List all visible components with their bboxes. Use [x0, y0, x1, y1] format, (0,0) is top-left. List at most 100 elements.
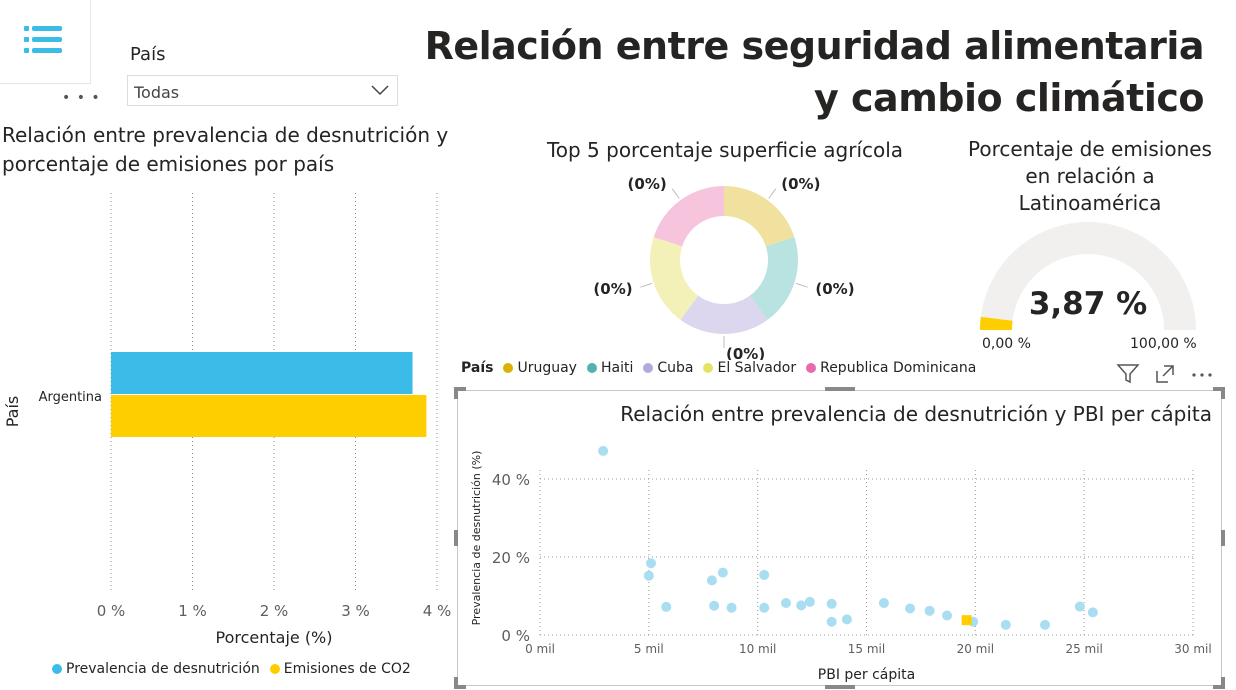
data-label: (0%): [726, 345, 765, 360]
scatter-point: [841, 614, 852, 625]
scatter-point: [709, 600, 720, 611]
legend-marker: [703, 363, 714, 373]
scatter-chart-title: Relación entre prevalencia de desnutrici…: [620, 402, 1212, 426]
leader-line: [796, 283, 808, 288]
scatter-point: [826, 598, 837, 609]
y-tick-label: Argentina: [39, 390, 102, 405]
scatter-point: [598, 445, 609, 456]
scatter-point: [643, 570, 654, 581]
scatter-point: [905, 603, 916, 614]
x-tick-label: 30 mil: [1174, 642, 1211, 656]
x-tick-label: 2 %: [260, 602, 289, 620]
gauge-title: Porcentaje de emisiones en relación a La…: [968, 137, 1212, 215]
scatter-point: [924, 605, 935, 616]
scatter-point: [1074, 601, 1085, 612]
donut-legend-item[interactable]: Cuba: [643, 360, 693, 376]
bar: [111, 352, 413, 394]
bar-chart-title: Relación entre prevalencia de desnutrici…: [2, 123, 449, 176]
legend-label: Uruguay: [517, 360, 577, 376]
gauge-fill: [980, 316, 1013, 330]
leader-line: [671, 188, 680, 199]
legend-label: Prevalencia de desnutrición: [66, 661, 260, 677]
gauge-track: [980, 222, 1196, 330]
highlight-point: [961, 615, 972, 626]
legend-marker: [269, 664, 280, 674]
scatter-point: [942, 610, 953, 621]
data-label: (0%): [815, 280, 854, 298]
donut-legend-item[interactable]: Haiti: [586, 360, 634, 376]
y-tick-label: 40 %: [492, 471, 530, 489]
y-tick-label: 20 %: [492, 549, 530, 567]
x-tick-label: 3 %: [341, 602, 370, 620]
y-axis-title: Prevalencia de desnutrición (%): [470, 451, 483, 626]
gauge-value: 3,87 %: [1028, 286, 1148, 322]
x-tick-label: 1 %: [178, 602, 207, 620]
legend-marker: [643, 363, 654, 373]
data-label: (0%): [628, 175, 667, 193]
scatter-point: [661, 601, 672, 612]
donut-chart-legend: País Uruguay Haiti Cuba El Salvador Republic…: [461, 360, 976, 376]
more-options-icon[interactable]: • • •: [62, 90, 101, 106]
donut-legend-item[interactable]: El Salvador: [703, 360, 796, 376]
bar-chart: 0 % 1 % 2 % 3 % 4 % Argentina Porcentaje (%) Pa…: [3, 193, 452, 647]
bar-legend-item[interactable]: Emisiones de CO2: [269, 661, 411, 677]
x-tick-label: 10 mil: [739, 642, 776, 656]
x-axis-title: PBI per cápita: [818, 667, 915, 683]
donut-slice: [653, 186, 724, 247]
y-axis-title: País: [3, 396, 22, 428]
scatter-point: [780, 598, 791, 609]
leader-line: [768, 188, 777, 199]
leader-line: [640, 283, 652, 288]
scatter-point: [1087, 607, 1098, 618]
legend-label: Haiti: [600, 360, 634, 376]
dropdown-value: Todas: [134, 83, 180, 102]
x-axis-title: Porcentaje (%): [215, 628, 332, 647]
scatter-point: [759, 569, 770, 580]
donut-slice: [749, 237, 798, 320]
list-menu-icon: [24, 26, 62, 53]
page-title: Relación entre seguridad alimentaria y c…: [424, 24, 1205, 120]
donut-chart: (0%) (0%) (0%) (0%) (0%): [593, 175, 854, 360]
donut-legend-item[interactable]: Uruguay: [503, 360, 577, 376]
slicer-label: País: [130, 44, 166, 65]
scatter-point: [804, 596, 815, 607]
x-tick-label: 25 mil: [1065, 642, 1102, 656]
bar: [111, 395, 427, 437]
legend-marker: [586, 363, 597, 373]
donut-slice: [680, 295, 768, 334]
scatter-chart: 0 mil 5 mil 10 mil 15 mil 20 mil 25 mil 30 mil…: [470, 445, 1212, 683]
scatter-point: [878, 598, 889, 609]
x-tick-label: 0 %: [97, 602, 126, 620]
x-tick-label: 5 mil: [634, 642, 664, 656]
gauge-min-label: 0,00 %: [982, 336, 1031, 352]
y-tick-label: 0 %: [501, 627, 530, 645]
scatter-point: [717, 567, 728, 578]
scatter-point: [759, 602, 770, 613]
visual-header-toolbar: [1116, 363, 1214, 385]
scatter-point: [796, 600, 807, 611]
legend-marker: [806, 363, 817, 373]
scatter-visual-frame[interactable]: [454, 387, 1225, 689]
menu-button[interactable]: [0, 0, 91, 84]
bar-legend-item[interactable]: Prevalencia de desnutrición: [52, 661, 260, 677]
gauge-max-label: 100,00 %: [1130, 336, 1197, 352]
focus-mode-icon[interactable]: [1154, 363, 1176, 385]
scatter-point: [646, 558, 657, 569]
bar-chart-legend: Prevalencia de desnutrición Emisiones de …: [52, 661, 411, 677]
legend-marker: [503, 363, 514, 373]
x-tick-label: 4 %: [423, 602, 452, 620]
country-dropdown[interactable]: Todas: [127, 75, 398, 106]
filter-icon[interactable]: [1116, 363, 1140, 385]
legend-label: Emisiones de CO2: [283, 661, 411, 677]
x-tick-label: 0 mil: [525, 642, 555, 656]
legend-marker: [52, 664, 62, 674]
scatter-point: [826, 616, 837, 627]
scatter-point: [1000, 619, 1011, 630]
donut-legend-item[interactable]: Republica Dominicana: [806, 360, 976, 376]
x-tick-label: 20 mil: [957, 642, 994, 656]
legend-label: Cuba: [657, 360, 694, 376]
x-tick-label: 15 mil: [848, 642, 885, 656]
more-options-icon[interactable]: [1190, 363, 1214, 385]
gauge-chart: [980, 222, 1196, 330]
scatter-point: [726, 602, 737, 613]
